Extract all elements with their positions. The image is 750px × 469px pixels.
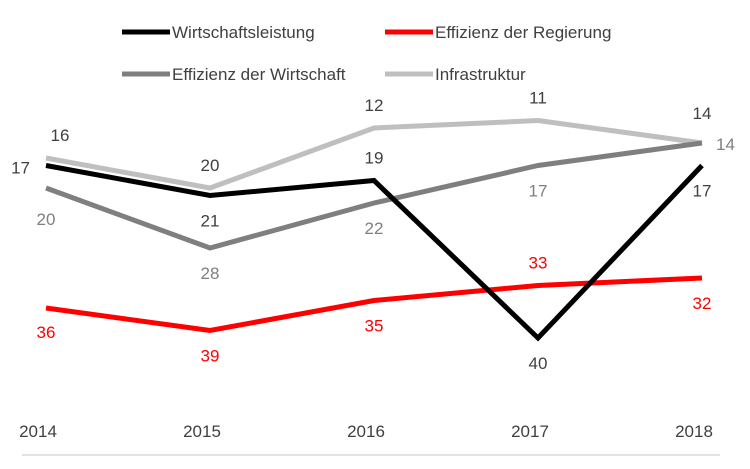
series-lines (45, 117, 704, 342)
data-label-wirtschaftsleistung-2015: 21 (201, 212, 220, 231)
data-label-effizienz-der-wirtschaft-2016: 22 (365, 219, 384, 238)
x-tick-label-2015: 2015 (183, 422, 221, 441)
data-labels: 17 21 19 40 17 36 39 35 33 32 20 28 22 17 14 16 20 12 11 14 (11, 89, 735, 374)
data-label-wirtschaftsleistung-2018: 17 (693, 182, 712, 201)
data-label-effizienz-der-regierung-2016: 35 (365, 317, 384, 336)
legend-label: Infrastruktur (435, 65, 526, 84)
x-axis: 2014 2015 2016 2017 2018 (19, 422, 720, 456)
data-label-effizienz-der-regierung-2017: 33 (529, 254, 548, 273)
data-label-infrastruktur-2015: 20 (201, 156, 220, 175)
legend-item-wirtschaftsleistung: Wirtschaftsleistung (122, 23, 315, 42)
series-line-infrastruktur (45, 117, 703, 191)
data-label-effizienz-der-wirtschaft-2015: 28 (201, 264, 220, 283)
legend-label: Wirtschaftsleistung (172, 23, 315, 42)
legend-item-effizienz-der-wirtschaft: Effizienz der Wirtschaft (122, 65, 346, 84)
data-label-effizienz-der-regierung-2014: 36 (37, 323, 56, 342)
data-label-wirtschaftsleistung-2016: 19 (365, 149, 384, 168)
legend: Wirtschaftsleistung Effizienz der Regieru… (122, 23, 611, 84)
data-label-wirtschaftsleistung-2014: 17 (11, 159, 30, 178)
data-label-infrastruktur-2014: 16 (51, 126, 70, 145)
data-label-effizienz-der-wirtschaft-2017: 17 (529, 182, 548, 201)
legend-item-effizienz-der-regierung: Effizienz der Regierung (385, 23, 611, 42)
data-label-effizienz-der-wirtschaft-2014: 20 (37, 210, 56, 229)
data-label-effizienz-der-regierung-2018: 32 (693, 294, 712, 313)
data-label-effizienz-der-regierung-2015: 39 (201, 347, 220, 366)
x-tick-label-2017: 2017 (511, 422, 549, 441)
x-tick-label-2014: 2014 (19, 422, 57, 441)
data-label-wirtschaftsleistung-2017: 40 (529, 354, 548, 373)
data-label-effizienz-der-wirtschaft-2018: 14 (716, 135, 735, 154)
series-line-effizienz-der-wirtschaft (45, 140, 703, 251)
data-label-infrastruktur-2018: 14 (693, 104, 712, 123)
series-line-wirtschaftsleistung (45, 163, 704, 342)
legend-label: Effizienz der Wirtschaft (172, 65, 346, 84)
x-tick-label-2018: 2018 (675, 422, 713, 441)
legend-item-infrastruktur: Infrastruktur (385, 65, 526, 84)
data-label-infrastruktur-2017: 11 (529, 89, 547, 108)
legend-label: Effizienz der Regierung (435, 23, 611, 42)
data-label-infrastruktur-2016: 12 (365, 96, 384, 115)
x-tick-label-2016: 2016 (347, 422, 385, 441)
